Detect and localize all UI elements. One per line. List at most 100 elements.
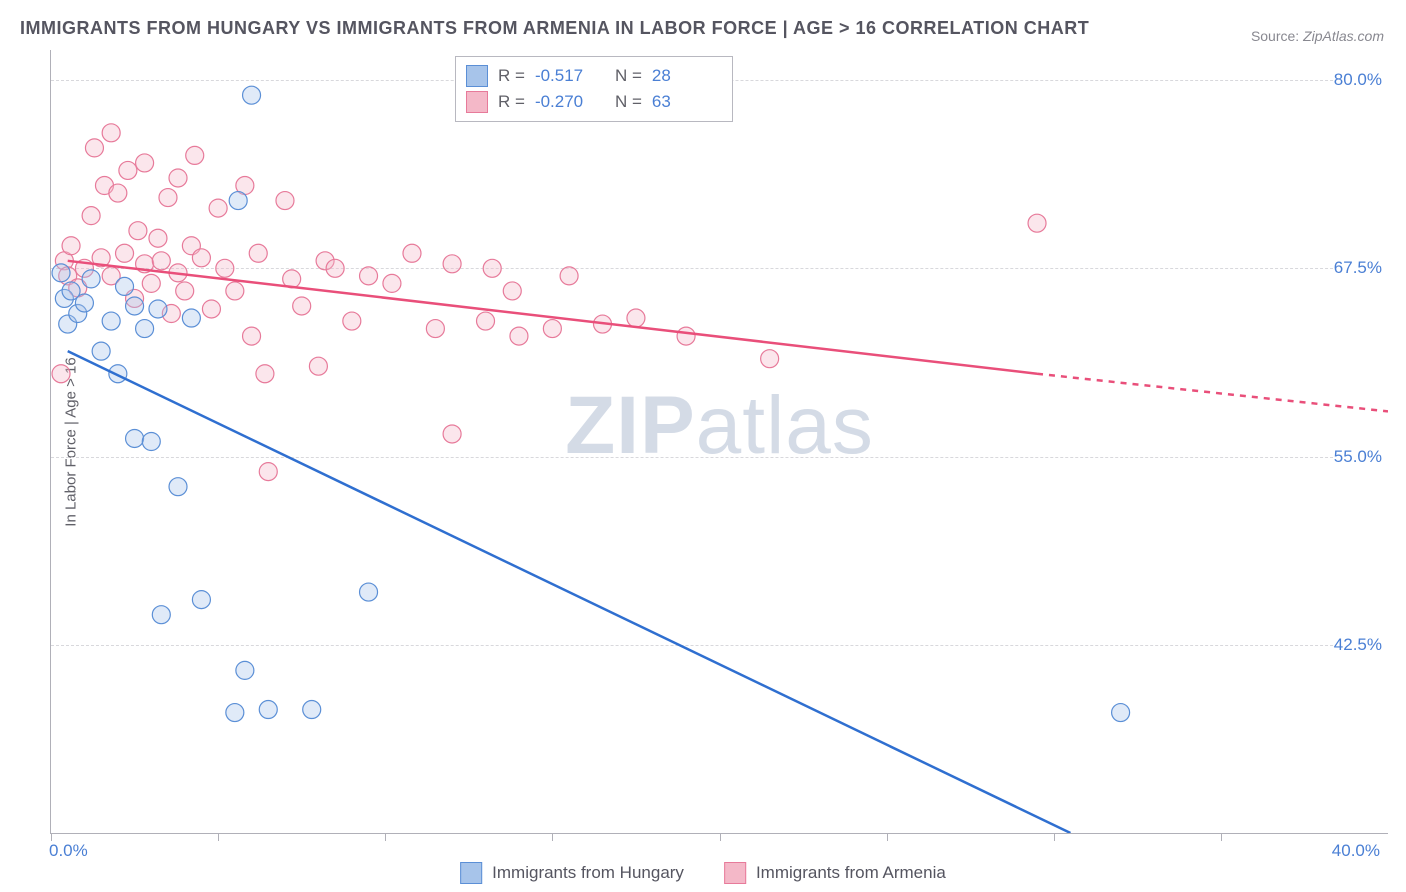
x-tick	[51, 833, 52, 841]
data-point	[159, 189, 177, 207]
data-point	[82, 270, 100, 288]
data-point	[192, 249, 210, 267]
data-point	[142, 433, 160, 451]
data-point	[75, 294, 93, 312]
correlation-legend: R = -0.517 N = 28 R = -0.270 N = 63	[455, 56, 733, 122]
data-point	[202, 300, 220, 318]
data-point	[192, 591, 210, 609]
x-axis-min-label: 0.0%	[49, 841, 88, 861]
data-point	[249, 244, 267, 262]
data-point	[126, 297, 144, 315]
data-point	[543, 320, 561, 338]
r-label: R =	[498, 66, 525, 86]
r-value-hungary: -0.517	[535, 66, 605, 86]
data-point	[303, 701, 321, 719]
n-label: N =	[615, 66, 642, 86]
data-point	[326, 259, 344, 277]
data-point	[236, 661, 254, 679]
swatch-hungary	[466, 65, 488, 87]
data-point	[126, 429, 144, 447]
data-point	[477, 312, 495, 330]
data-point	[293, 297, 311, 315]
data-point	[209, 199, 227, 217]
data-point	[102, 124, 120, 142]
swatch-hungary-bottom	[460, 862, 482, 884]
series-name-armenia: Immigrants from Armenia	[756, 863, 946, 883]
data-point	[426, 320, 444, 338]
data-point	[483, 259, 501, 277]
x-tick	[1221, 833, 1222, 841]
plot-area: ZIPatlas In Labor Force | Age > 16 0.0% …	[50, 50, 1388, 834]
series-name-hungary: Immigrants from Hungary	[492, 863, 684, 883]
data-point	[116, 244, 134, 262]
data-point	[226, 704, 244, 722]
data-point	[443, 425, 461, 443]
data-point	[142, 274, 160, 292]
data-point	[443, 255, 461, 273]
r-value-armenia: -0.270	[535, 92, 605, 112]
trend-line	[68, 351, 1071, 833]
data-point	[243, 327, 261, 345]
source-prefix: Source:	[1251, 28, 1303, 44]
data-point	[243, 86, 261, 104]
data-point	[152, 252, 170, 270]
legend-entry-hungary: Immigrants from Hungary	[460, 862, 684, 884]
data-point	[1112, 704, 1130, 722]
data-point	[259, 701, 277, 719]
data-point	[186, 146, 204, 164]
legend-entry-armenia: Immigrants from Armenia	[724, 862, 946, 884]
data-point	[276, 192, 294, 210]
data-point	[560, 267, 578, 285]
swatch-armenia-bottom	[724, 862, 746, 884]
swatch-armenia	[466, 91, 488, 113]
data-point	[92, 342, 110, 360]
x-tick	[552, 833, 553, 841]
data-point	[226, 282, 244, 300]
data-point	[403, 244, 421, 262]
data-point	[1028, 214, 1046, 232]
data-point	[256, 365, 274, 383]
data-point	[119, 161, 137, 179]
data-point	[109, 184, 127, 202]
series-legend: Immigrants from Hungary Immigrants from …	[460, 862, 946, 884]
source-name: ZipAtlas.com	[1303, 28, 1384, 44]
data-point	[129, 222, 147, 240]
x-axis-max-label: 40.0%	[1332, 841, 1380, 861]
r-label: R =	[498, 92, 525, 112]
legend-row-hungary: R = -0.517 N = 28	[466, 63, 722, 89]
data-point	[102, 312, 120, 330]
data-point	[176, 282, 194, 300]
data-point	[136, 320, 154, 338]
data-point	[510, 327, 528, 345]
n-value-armenia: 63	[652, 92, 722, 112]
data-point	[761, 350, 779, 368]
data-point	[259, 463, 277, 481]
x-tick	[720, 833, 721, 841]
data-point	[360, 583, 378, 601]
x-tick	[218, 833, 219, 841]
data-point	[169, 478, 187, 496]
source-attribution: Source: ZipAtlas.com	[1251, 28, 1384, 44]
data-point	[229, 192, 247, 210]
data-point	[309, 357, 327, 375]
legend-row-armenia: R = -0.270 N = 63	[466, 89, 722, 115]
n-value-hungary: 28	[652, 66, 722, 86]
data-point	[116, 277, 134, 295]
x-tick	[385, 833, 386, 841]
data-point	[182, 309, 200, 327]
x-tick	[887, 833, 888, 841]
data-point	[503, 282, 521, 300]
data-point	[343, 312, 361, 330]
data-point	[152, 606, 170, 624]
chart-svg	[51, 50, 1388, 833]
data-point	[216, 259, 234, 277]
x-tick	[1054, 833, 1055, 841]
data-point	[85, 139, 103, 157]
n-label: N =	[615, 92, 642, 112]
data-point	[52, 264, 70, 282]
data-point	[149, 300, 167, 318]
data-point	[149, 229, 167, 247]
trend-line-extrapolated	[1037, 374, 1388, 412]
data-point	[627, 309, 645, 327]
data-point	[677, 327, 695, 345]
